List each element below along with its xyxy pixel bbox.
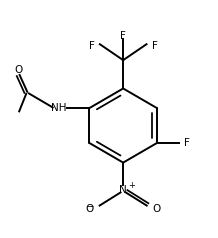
Text: N: N: [119, 185, 127, 195]
Text: F: F: [184, 138, 190, 148]
Text: O: O: [14, 65, 23, 75]
Text: F: F: [152, 41, 157, 51]
Text: O: O: [153, 204, 161, 214]
Text: F: F: [89, 41, 95, 51]
Text: −: −: [86, 202, 93, 211]
Text: O: O: [85, 204, 94, 214]
Text: F: F: [120, 31, 126, 41]
Text: +: +: [128, 181, 135, 190]
Text: NH: NH: [51, 103, 67, 113]
